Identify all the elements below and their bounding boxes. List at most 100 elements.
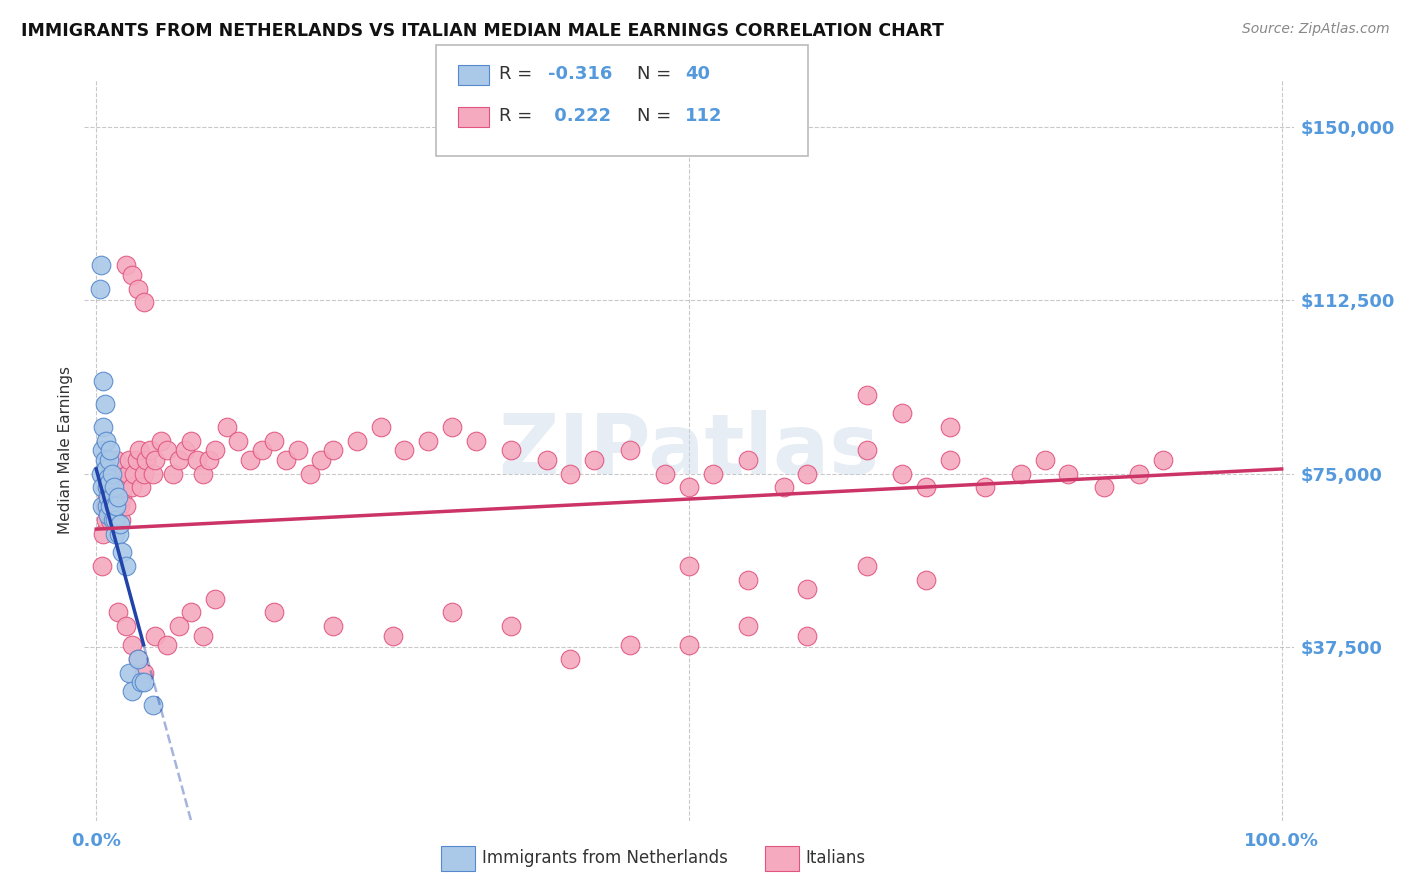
Point — [138, 443, 160, 458]
Point — [91, 480, 114, 494]
Point — [772, 480, 794, 494]
Point — [132, 674, 155, 689]
Point — [121, 638, 143, 652]
Point — [121, 684, 143, 698]
Point — [186, 452, 208, 467]
Point — [142, 467, 165, 481]
Point — [127, 651, 149, 665]
Point — [974, 480, 997, 494]
Point — [167, 619, 190, 633]
Point — [239, 452, 262, 467]
Point — [737, 573, 759, 587]
Point — [103, 499, 125, 513]
Point — [150, 434, 173, 449]
Point — [97, 471, 120, 485]
Text: Italians: Italians — [806, 849, 866, 867]
Point — [1092, 480, 1115, 494]
Point — [121, 480, 143, 494]
Point — [94, 462, 117, 476]
Point — [115, 499, 138, 513]
Point — [100, 467, 122, 481]
Point — [1010, 467, 1032, 481]
Point — [91, 559, 114, 574]
Point — [97, 490, 120, 504]
Point — [215, 420, 238, 434]
Point — [619, 443, 641, 458]
Point — [536, 452, 558, 467]
Point — [180, 606, 202, 620]
Point — [97, 508, 120, 523]
Text: R =: R = — [499, 65, 538, 83]
Text: Immigrants from Netherlands: Immigrants from Netherlands — [482, 849, 728, 867]
Point — [104, 513, 127, 527]
Point — [204, 591, 226, 606]
Point — [115, 559, 138, 574]
Point — [228, 434, 250, 449]
Point — [108, 517, 131, 532]
Text: ZIPatlas: ZIPatlas — [499, 410, 879, 491]
Point — [560, 467, 582, 481]
Point — [855, 559, 877, 574]
Point — [117, 467, 139, 481]
Point — [322, 443, 344, 458]
Point — [915, 573, 938, 587]
Point — [107, 480, 129, 494]
Point — [370, 420, 392, 434]
Point — [115, 259, 138, 273]
Point — [796, 582, 818, 597]
Point — [796, 467, 818, 481]
Point — [91, 374, 114, 388]
Point — [501, 619, 523, 633]
Point — [100, 490, 122, 504]
Point — [855, 443, 877, 458]
Point — [100, 443, 122, 458]
Point — [174, 443, 197, 458]
Point — [938, 452, 960, 467]
Point — [678, 638, 700, 652]
Point — [100, 499, 122, 513]
Point — [90, 259, 112, 273]
Point — [104, 526, 127, 541]
Point — [103, 480, 125, 494]
Point — [1033, 452, 1056, 467]
Point — [394, 443, 416, 458]
Point — [180, 434, 202, 449]
Point — [145, 452, 167, 467]
Point — [583, 452, 606, 467]
Point — [98, 452, 121, 467]
Point — [118, 665, 141, 680]
Point — [501, 443, 523, 458]
Point — [129, 674, 152, 689]
Point — [108, 499, 131, 513]
Text: 112: 112 — [685, 107, 723, 125]
Point — [89, 281, 111, 295]
Point — [104, 467, 127, 481]
Point — [145, 628, 167, 642]
Point — [93, 499, 115, 513]
Point — [156, 638, 179, 652]
Point — [125, 452, 148, 467]
Point — [678, 480, 700, 494]
Point — [91, 443, 114, 458]
Point — [796, 628, 818, 642]
Point — [107, 606, 129, 620]
Point — [464, 434, 486, 449]
Point — [129, 480, 152, 494]
Point — [191, 628, 214, 642]
Point — [90, 467, 112, 481]
Point — [91, 499, 114, 513]
Point — [855, 388, 877, 402]
Point — [107, 499, 129, 513]
Point — [96, 490, 118, 504]
Point — [311, 452, 333, 467]
Point — [381, 628, 404, 642]
Point — [440, 420, 463, 434]
Point — [191, 467, 214, 481]
Point — [111, 545, 134, 559]
Point — [1152, 452, 1174, 467]
Point — [263, 434, 285, 449]
Point — [1128, 467, 1150, 481]
Point — [167, 452, 190, 467]
Point — [132, 665, 155, 680]
Point — [132, 467, 155, 481]
